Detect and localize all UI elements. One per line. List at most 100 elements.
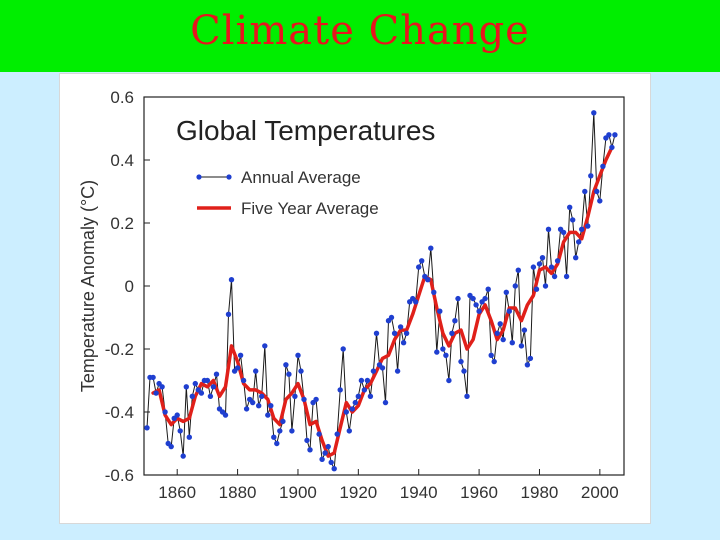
- annual-data-point: [289, 428, 295, 434]
- annual-data-point: [334, 431, 340, 437]
- annual-data-point: [515, 267, 521, 273]
- annual-data-point: [204, 377, 211, 384]
- annual-data-point: [262, 343, 268, 349]
- annual-data-point: [304, 437, 310, 444]
- annual-data-point: [198, 390, 205, 396]
- annual-data-point: [268, 403, 274, 409]
- annual-data-point: [437, 308, 443, 314]
- annual-data-point: [497, 321, 503, 327]
- annual-data-point: [539, 255, 546, 261]
- annual-data-point: [349, 406, 355, 412]
- annual-data-point: [542, 283, 549, 289]
- slide-title: Climate Change: [190, 8, 530, 54]
- annual-data-point: [150, 374, 156, 381]
- annual-data-point: [397, 324, 404, 330]
- y-tick-label: -0.2: [105, 340, 134, 359]
- annual-data-point: [527, 355, 534, 362]
- annual-data-point: [237, 352, 244, 358]
- annual-data-point: [189, 393, 195, 399]
- annual-data-point: [570, 217, 576, 223]
- x-axis: 1860 1880 1900 1920 1940 1960 1980 2000: [158, 469, 619, 502]
- annual-data-point: [358, 377, 365, 384]
- annual-data-point: [400, 340, 407, 346]
- annual-data-point: [403, 330, 410, 336]
- y-tick-label: -0.4: [105, 403, 134, 422]
- temperature-chart: 0.60.40.20-0.2-0.4-0.6 1860 1880 1900 1920 1…: [78, 88, 625, 502]
- annual-data-point: [364, 377, 371, 384]
- annual-data-point: [416, 264, 422, 270]
- annual-data-point: [533, 286, 540, 292]
- annual-data-point: [443, 352, 449, 358]
- annual-data-point: [530, 264, 537, 270]
- plot-frame: [143, 96, 625, 476]
- annual-data-point: [286, 371, 292, 377]
- annual-data-point: [494, 330, 500, 336]
- legend-annual-label: Annual Average: [241, 168, 361, 187]
- annual-data-point: [183, 384, 189, 390]
- annual-data-point: [331, 466, 337, 472]
- annual-data-point: [225, 311, 232, 317]
- annual-data-point: [548, 264, 555, 270]
- annual-data-point: [159, 384, 165, 390]
- annual-data-point: [545, 226, 552, 232]
- x-tick-label: 1880: [219, 483, 257, 502]
- annual-data-point: [271, 434, 277, 440]
- annual-data-point: [153, 390, 159, 396]
- annual-data-point: [298, 368, 304, 374]
- annual-data-point: [280, 418, 286, 425]
- annual-data-point: [518, 343, 525, 349]
- annual-data-point: [322, 450, 328, 456]
- y-tick-label: 0: [125, 277, 134, 296]
- annual-data-point: [428, 245, 434, 251]
- y-axis-title: Temperature Anomaly (°C): [78, 180, 98, 392]
- annual-data-point: [419, 258, 425, 264]
- annual-data-point: [440, 346, 446, 352]
- annual-data-point: [464, 393, 470, 399]
- annual-data-point: [452, 318, 458, 324]
- annual-data-point: [313, 396, 319, 403]
- annual-data-point: [524, 362, 531, 368]
- y-tick-label: 0.2: [110, 214, 134, 233]
- annual-data-point: [500, 336, 506, 343]
- title-bar: [0, 0, 720, 72]
- annual-data-point: [551, 273, 558, 280]
- annual-data-point: [243, 406, 250, 412]
- chart-panel: 0.6 0.4 0.2 0 -0.2 -0.4 -0.6 1860 1880 1900 1920 1…: [60, 74, 650, 523]
- annual-data-point: [612, 132, 618, 138]
- y-tick-label: -0.6: [105, 466, 134, 485]
- annual-data-point: [307, 447, 313, 453]
- annual-data-point: [292, 393, 298, 399]
- annual-data-point: [579, 226, 585, 232]
- annual-data-point: [370, 368, 377, 374]
- annual-data-point: [512, 283, 518, 289]
- annual-data-point: [234, 365, 241, 371]
- annual-data-point: [265, 412, 271, 418]
- annual-data-point: [180, 453, 186, 459]
- annual-data-point: [277, 428, 283, 434]
- annual-data-point: [482, 295, 488, 302]
- annual-data-point: [301, 396, 307, 403]
- annual-data-point: [391, 330, 398, 336]
- annual-data-point: [591, 110, 597, 116]
- x-tick-label: 1940: [400, 483, 438, 502]
- annual-data-point: [600, 163, 606, 169]
- annual-data-point: [609, 144, 615, 151]
- annual-data-point: [325, 443, 331, 450]
- annual-data-point: [470, 295, 476, 302]
- x-tick-label: 1900: [279, 483, 317, 502]
- annual-data-point: [274, 440, 280, 447]
- annual-data-point: [319, 456, 325, 462]
- annual-data-point: [597, 198, 603, 204]
- annual-data-point: [567, 204, 573, 210]
- annual-data-point: [367, 393, 374, 399]
- annual-data-point: [563, 273, 570, 280]
- annual-data-point: [240, 377, 247, 384]
- legend-annual-marker-right: [226, 174, 232, 180]
- legend-annual-marker-left: [196, 174, 202, 180]
- annual-data-point: [379, 365, 386, 371]
- annual-data-point: [434, 349, 440, 355]
- annual-data-point: [337, 387, 343, 393]
- annual-data-point: [253, 368, 259, 374]
- annual-data-point: [328, 459, 334, 466]
- annual-data-point: [461, 368, 467, 374]
